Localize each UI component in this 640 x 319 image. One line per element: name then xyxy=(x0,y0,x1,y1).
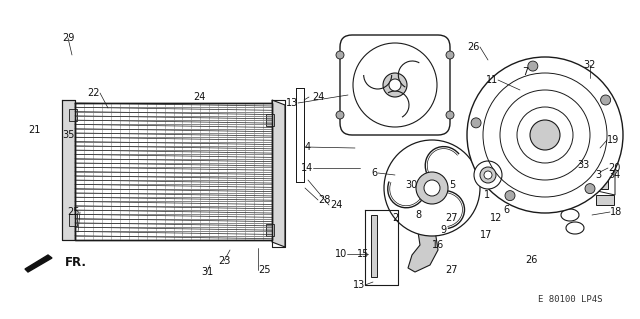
Bar xyxy=(371,215,377,277)
Text: 24: 24 xyxy=(312,92,324,102)
Bar xyxy=(266,224,274,236)
Text: 33: 33 xyxy=(578,160,590,170)
Circle shape xyxy=(474,161,502,189)
Circle shape xyxy=(336,51,344,59)
Text: 9: 9 xyxy=(440,225,446,235)
Text: 20: 20 xyxy=(608,163,620,173)
Text: 22: 22 xyxy=(88,88,100,98)
Bar xyxy=(596,195,614,205)
Text: E 80100 LP4S: E 80100 LP4S xyxy=(538,295,602,305)
Circle shape xyxy=(424,180,440,196)
Bar xyxy=(69,214,77,226)
Polygon shape xyxy=(25,255,52,272)
Text: 13: 13 xyxy=(353,280,365,290)
Bar xyxy=(69,109,77,121)
Circle shape xyxy=(384,140,480,236)
Text: 32: 32 xyxy=(584,60,596,70)
Text: 30: 30 xyxy=(406,180,418,190)
Text: 3: 3 xyxy=(595,170,601,180)
Circle shape xyxy=(480,167,496,183)
Circle shape xyxy=(471,118,481,128)
Polygon shape xyxy=(405,210,438,272)
Circle shape xyxy=(484,171,492,179)
Text: 2: 2 xyxy=(392,213,398,223)
Text: 25: 25 xyxy=(67,207,80,217)
Text: 26: 26 xyxy=(468,42,480,52)
Text: 12: 12 xyxy=(490,213,502,223)
Text: 27: 27 xyxy=(445,265,458,275)
Text: 17: 17 xyxy=(480,230,492,240)
FancyBboxPatch shape xyxy=(340,35,450,135)
Text: 24: 24 xyxy=(330,200,342,210)
Text: 11: 11 xyxy=(486,75,498,85)
Polygon shape xyxy=(62,100,75,240)
Text: 6: 6 xyxy=(504,205,510,215)
Circle shape xyxy=(446,111,454,119)
Circle shape xyxy=(585,184,595,194)
Text: 7: 7 xyxy=(522,67,528,77)
Text: 26: 26 xyxy=(525,255,538,265)
Circle shape xyxy=(336,111,344,119)
Text: 1: 1 xyxy=(484,190,490,200)
Circle shape xyxy=(446,51,454,59)
Text: 25: 25 xyxy=(258,265,271,275)
Text: 29: 29 xyxy=(62,33,74,43)
Text: 18: 18 xyxy=(610,207,622,217)
Text: 14: 14 xyxy=(301,163,313,173)
Circle shape xyxy=(389,79,401,91)
Text: 13: 13 xyxy=(285,98,298,108)
Circle shape xyxy=(383,73,407,97)
Text: 23: 23 xyxy=(218,256,230,266)
Text: 35: 35 xyxy=(62,130,74,140)
Text: 28: 28 xyxy=(318,195,330,205)
Text: 15: 15 xyxy=(357,249,369,259)
Circle shape xyxy=(467,57,623,213)
Text: 10: 10 xyxy=(335,249,347,259)
Text: 6: 6 xyxy=(372,168,378,178)
Polygon shape xyxy=(272,100,285,247)
Text: 5: 5 xyxy=(449,180,455,190)
Circle shape xyxy=(600,95,611,105)
Circle shape xyxy=(353,43,437,127)
Text: 31: 31 xyxy=(201,267,213,277)
Circle shape xyxy=(505,191,515,201)
Text: 16: 16 xyxy=(432,240,444,250)
Text: 27: 27 xyxy=(445,213,458,223)
Text: 19: 19 xyxy=(607,135,620,145)
Bar xyxy=(296,88,304,182)
Bar xyxy=(266,114,274,126)
Text: 34: 34 xyxy=(608,170,620,180)
Text: 21: 21 xyxy=(28,125,40,135)
Text: 4: 4 xyxy=(305,142,311,152)
Text: 24: 24 xyxy=(193,92,205,102)
Polygon shape xyxy=(75,103,272,240)
Bar xyxy=(586,175,608,189)
Circle shape xyxy=(528,61,538,71)
Circle shape xyxy=(530,120,560,150)
Circle shape xyxy=(416,172,448,204)
Text: 8: 8 xyxy=(415,210,421,220)
Polygon shape xyxy=(584,148,615,195)
Text: FR.: FR. xyxy=(65,256,87,269)
